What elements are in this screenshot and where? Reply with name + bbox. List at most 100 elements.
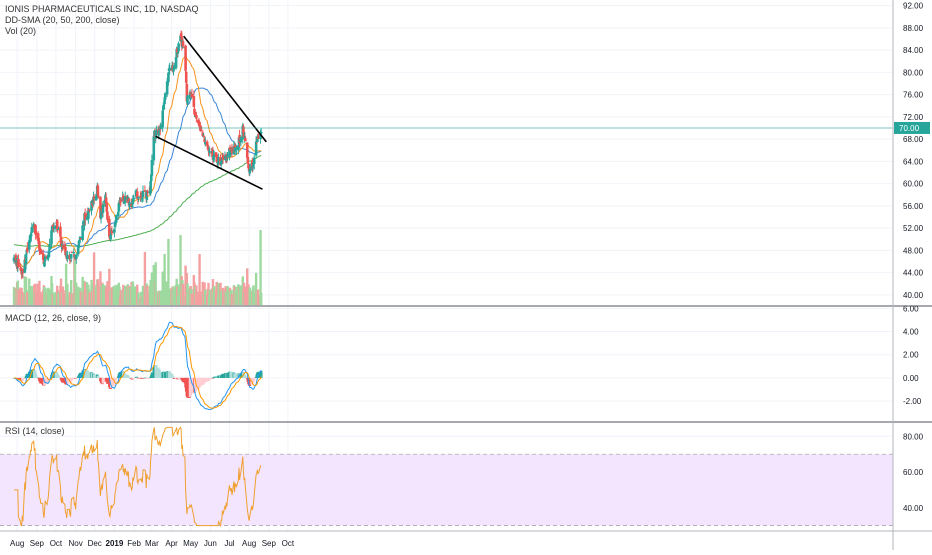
candle-body <box>96 185 100 195</box>
macd-histogram-bar <box>181 377 185 383</box>
candle-body <box>167 72 170 83</box>
candle-body <box>254 141 258 156</box>
candle-body <box>14 255 18 264</box>
candle-body <box>220 161 224 163</box>
macd-histogram-bar <box>221 373 225 378</box>
price-tick-label: 92.00 <box>903 2 924 11</box>
volume-bar <box>132 287 136 305</box>
volume-bar <box>172 287 176 305</box>
candle-body <box>132 200 135 202</box>
candle-body <box>12 257 16 262</box>
macd-histogram-bar <box>83 369 87 378</box>
macd-histogram-bar <box>48 377 51 379</box>
candle-body <box>203 139 206 143</box>
volume-bar <box>115 284 118 305</box>
price-tick-label: 60.00 <box>903 468 924 477</box>
candle-body <box>252 157 256 164</box>
candle-body <box>64 247 67 256</box>
candle-body <box>61 245 65 248</box>
macd-histogram-bar <box>186 377 189 398</box>
signal-line <box>13 325 262 409</box>
candle-body <box>205 141 209 146</box>
time-tick-label: 2019 <box>106 539 124 548</box>
volume-bar <box>141 285 145 305</box>
candle-body <box>212 155 215 161</box>
last-price-label: 70.00 <box>899 124 920 133</box>
volume-bar <box>57 292 60 305</box>
volume-bar <box>150 272 154 305</box>
price-tick-label: 2.00 <box>903 351 919 360</box>
volume-bar <box>26 292 29 305</box>
volume-bar <box>207 282 210 305</box>
candle-body <box>36 233 40 241</box>
candle-body <box>38 243 41 251</box>
candle-body <box>216 159 219 163</box>
candle-body <box>221 155 225 160</box>
candle-body <box>239 137 243 143</box>
volume-bar <box>208 289 211 305</box>
macd-histogram-bar <box>163 372 167 378</box>
candle-body <box>76 245 80 255</box>
candle-body <box>217 157 220 161</box>
macd-histogram-bar <box>36 376 40 378</box>
macd-histogram-bar <box>21 377 25 381</box>
candle-body <box>48 243 51 251</box>
candle-body <box>172 68 175 71</box>
candle-body <box>41 253 45 260</box>
candle-body <box>88 209 91 211</box>
volume-bar <box>106 281 109 305</box>
candle-body <box>195 115 198 119</box>
macd-histogram-bar <box>110 377 114 388</box>
candle-body <box>192 96 196 107</box>
candle-body <box>216 162 220 165</box>
volume-bar <box>59 278 63 305</box>
price-tick-label: 40.00 <box>903 504 924 513</box>
volume-bar <box>73 260 77 305</box>
candle-body <box>150 159 154 176</box>
rsi-band <box>0 454 893 526</box>
candle-body <box>59 226 62 237</box>
candle-body <box>117 202 121 212</box>
macd-histogram-bar <box>17 377 20 380</box>
time-tick-label: Dec <box>88 539 102 548</box>
legend-volume: Vol (20) <box>5 26 37 36</box>
candle-body <box>119 199 123 202</box>
macd-histogram-bar <box>132 377 136 379</box>
candle-body <box>34 225 37 235</box>
candle-body <box>256 136 259 143</box>
candle-body <box>257 136 260 138</box>
macd-histogram-bar <box>106 377 109 384</box>
volume-bar <box>244 286 247 305</box>
candle-body <box>207 146 210 151</box>
candle-body <box>69 260 72 262</box>
macd-histogram-bar <box>141 377 145 379</box>
macd-histogram-bar <box>210 377 213 380</box>
macd-histogram-bar <box>39 377 42 384</box>
volume-bar <box>118 286 121 305</box>
candle-body <box>78 239 81 244</box>
macd-histogram-bar <box>148 377 152 379</box>
volume-bar <box>23 276 27 305</box>
candle-body <box>186 95 189 104</box>
macd-histogram-bar <box>123 373 127 378</box>
time-axis-labels: Aug Sep Oct Nov Dec 2019 Feb Mar Apr May Jun Jul Aug… <box>10 539 295 548</box>
time-tick-label: Aug <box>242 539 256 548</box>
candle-body <box>29 234 32 242</box>
candle-body <box>113 222 117 228</box>
time-tick-label: May <box>183 539 198 548</box>
price-tick-label: 6.00 <box>903 304 919 313</box>
volume-bar <box>97 286 100 305</box>
volume-bar <box>181 283 185 305</box>
candle-body <box>185 84 189 102</box>
volume-bar <box>186 283 189 305</box>
volume-bar <box>17 289 20 305</box>
candle-body <box>128 202 131 208</box>
volume-bar <box>92 252 96 305</box>
candle-body <box>92 196 96 200</box>
macd-histogram-bar <box>23 377 27 379</box>
volume-bar <box>143 251 147 305</box>
candle-body <box>149 181 152 193</box>
macd-histogram-bar <box>52 371 56 378</box>
